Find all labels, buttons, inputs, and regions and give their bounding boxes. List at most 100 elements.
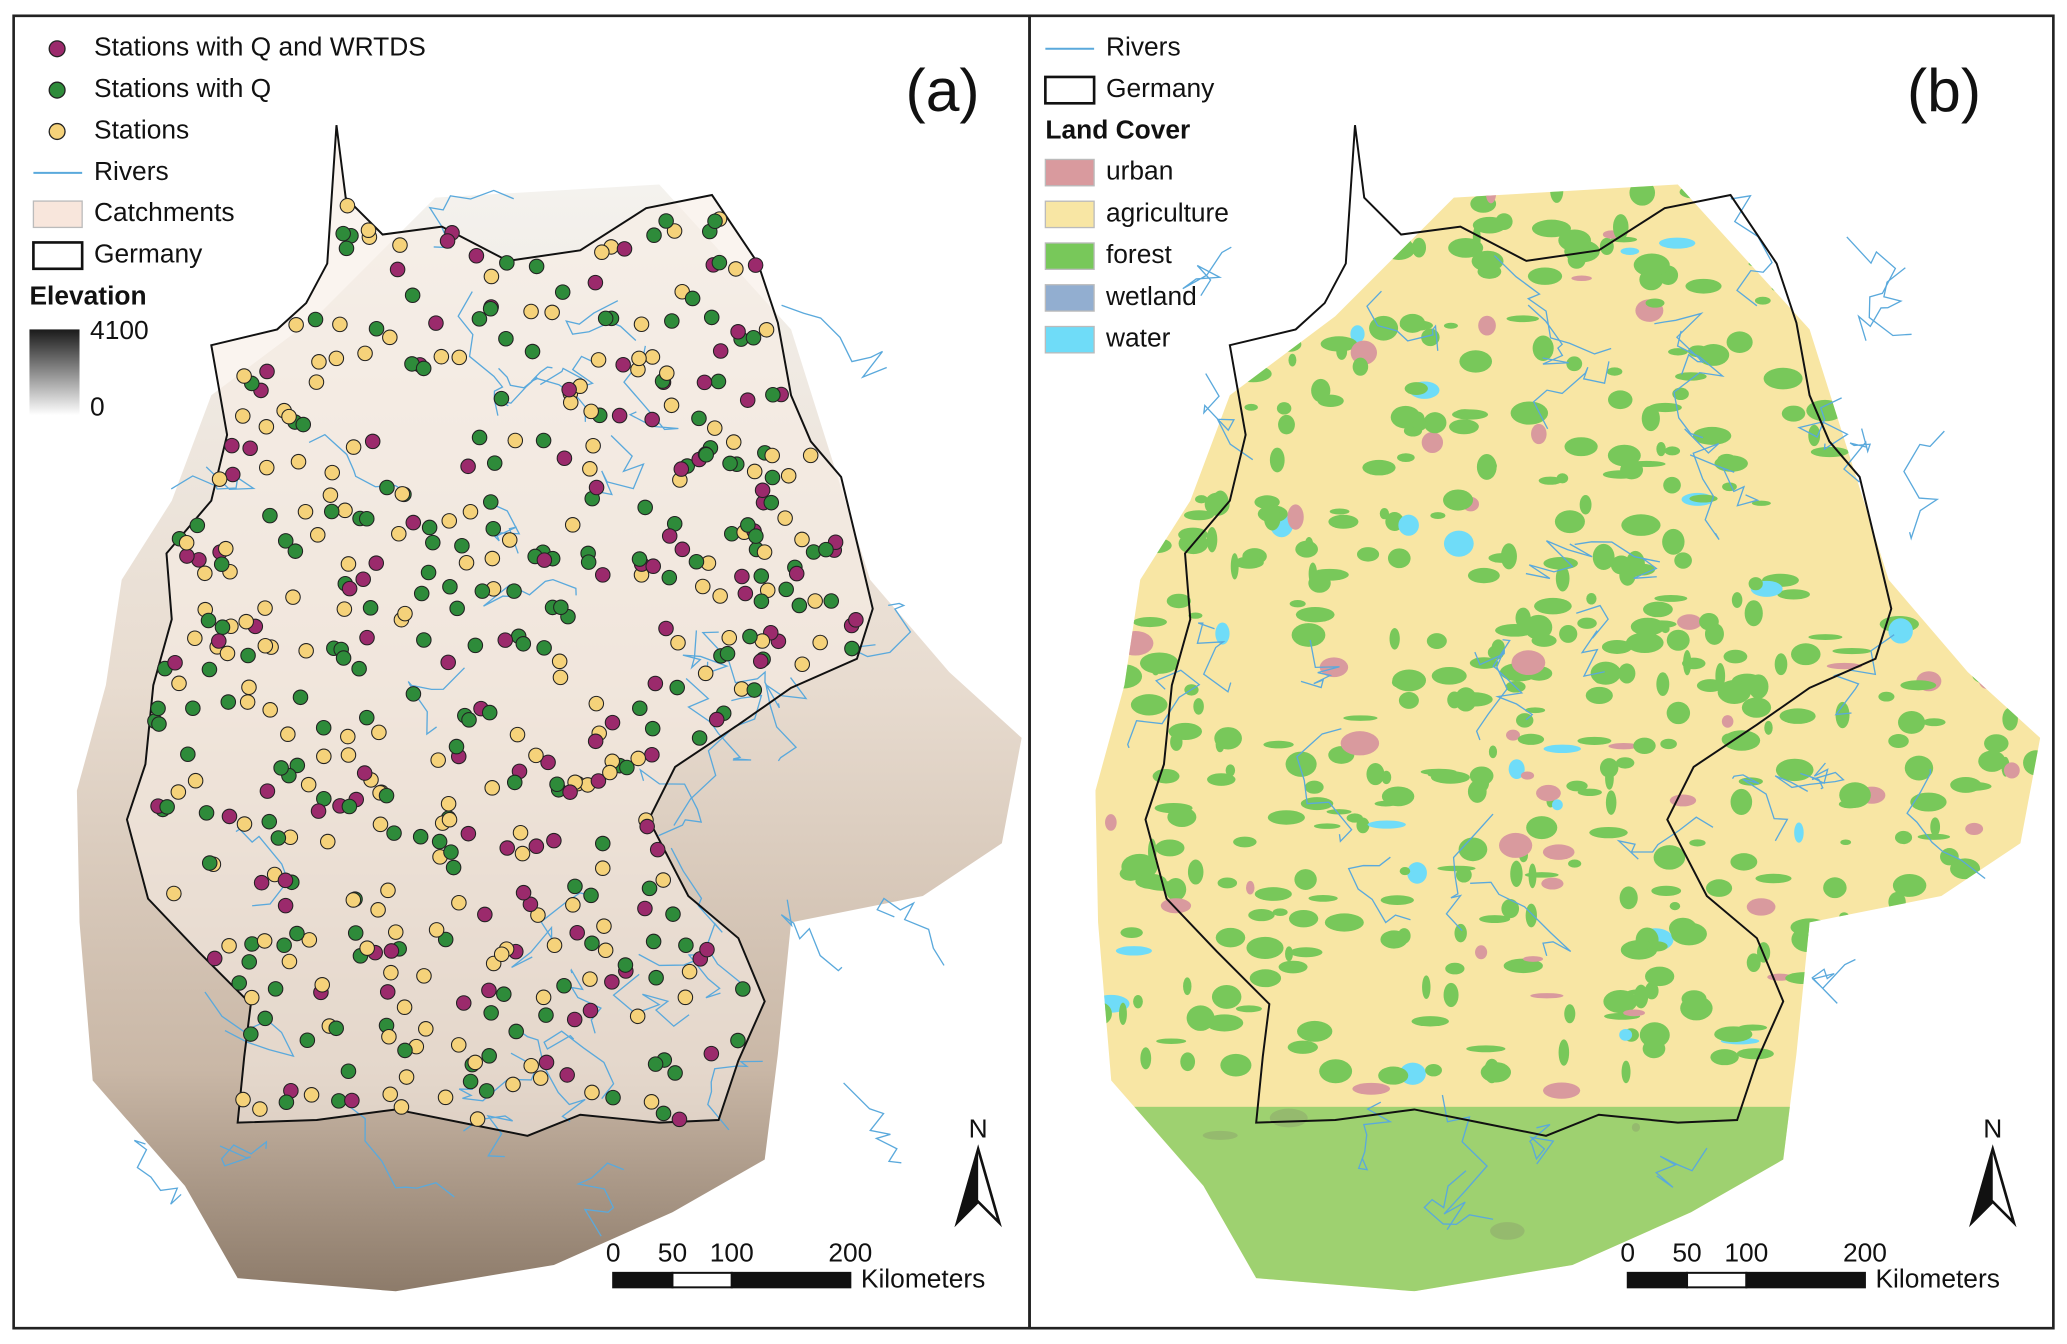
river bbox=[780, 899, 843, 972]
land-patch bbox=[1763, 367, 1803, 390]
station bbox=[347, 925, 364, 941]
station bbox=[514, 845, 531, 862]
land-patch bbox=[1130, 694, 1168, 716]
land-patch bbox=[2027, 642, 2038, 666]
station bbox=[416, 968, 432, 984]
land-patch bbox=[1317, 394, 1344, 408]
land-patch bbox=[1794, 822, 1804, 843]
station bbox=[460, 458, 476, 475]
land-patch bbox=[1243, 308, 1281, 321]
land-patch bbox=[1286, 258, 1326, 269]
station bbox=[536, 640, 552, 656]
land-patch bbox=[1289, 600, 1306, 608]
station bbox=[559, 1067, 575, 1083]
land-patch bbox=[1381, 786, 1415, 807]
land-patch bbox=[1510, 860, 1523, 888]
land-patch bbox=[1577, 788, 1602, 796]
legend-label: agriculture bbox=[1106, 197, 1229, 227]
station bbox=[467, 1054, 483, 1071]
station bbox=[340, 1063, 357, 1080]
land-patch bbox=[1666, 701, 1691, 725]
land-patch bbox=[1908, 260, 1918, 282]
river bbox=[1857, 267, 1906, 341]
station bbox=[722, 455, 738, 472]
land-patch bbox=[1592, 543, 1615, 571]
land-patch bbox=[1892, 873, 1927, 897]
land-patch bbox=[1362, 217, 1379, 241]
station bbox=[437, 1089, 454, 1106]
land-patch bbox=[1220, 1053, 1252, 1077]
land-patch bbox=[1839, 912, 1850, 922]
station bbox=[262, 507, 278, 524]
station bbox=[214, 619, 231, 635]
station bbox=[259, 363, 275, 380]
legend-label: Catchments bbox=[94, 197, 235, 227]
station bbox=[664, 313, 680, 329]
land-patch bbox=[1154, 802, 1193, 814]
station bbox=[764, 469, 781, 486]
station bbox=[428, 315, 444, 331]
land-patch bbox=[2004, 502, 2025, 521]
station bbox=[187, 630, 203, 647]
land-patch bbox=[1746, 953, 1761, 973]
station bbox=[794, 531, 810, 548]
land-patch bbox=[1904, 755, 1934, 781]
land-patch bbox=[1881, 228, 1903, 246]
land-patch bbox=[1932, 553, 1952, 578]
legend-swatch bbox=[32, 241, 84, 271]
land-patch bbox=[1443, 489, 1474, 511]
land-patch bbox=[1367, 820, 1406, 829]
station bbox=[166, 885, 182, 902]
station bbox=[167, 655, 183, 671]
station bbox=[307, 311, 324, 328]
station bbox=[213, 556, 230, 572]
river bbox=[1730, 194, 1773, 307]
station bbox=[243, 1026, 259, 1042]
river bbox=[1903, 430, 1945, 541]
river bbox=[1357, 1101, 1393, 1171]
station bbox=[242, 440, 258, 457]
land-patch bbox=[1664, 446, 1681, 456]
land-patch bbox=[1407, 862, 1427, 884]
river bbox=[1731, 774, 1789, 842]
station bbox=[746, 682, 763, 698]
land-patch bbox=[1133, 994, 1143, 1009]
land-patch bbox=[1677, 614, 1702, 630]
land-patch bbox=[1841, 964, 1880, 971]
land-patch bbox=[1288, 909, 1319, 928]
land-patch bbox=[1399, 320, 1434, 331]
land-patch bbox=[1685, 278, 1722, 294]
land-patch bbox=[1234, 365, 1272, 383]
station bbox=[315, 719, 332, 736]
station bbox=[522, 896, 539, 913]
station bbox=[748, 528, 764, 544]
land-patch bbox=[1726, 331, 1753, 353]
land-patch bbox=[1714, 1026, 1753, 1043]
station bbox=[370, 902, 386, 918]
land-patch bbox=[1929, 419, 1943, 432]
river bbox=[1811, 958, 1856, 1004]
station bbox=[310, 803, 327, 819]
land-patch bbox=[1104, 664, 1143, 689]
land-patch bbox=[1183, 510, 1215, 521]
station bbox=[219, 645, 236, 662]
land-patch bbox=[1168, 722, 1203, 740]
land-patch bbox=[1455, 409, 1475, 418]
station bbox=[483, 1005, 499, 1021]
river bbox=[1527, 304, 1569, 365]
land-patch bbox=[1990, 358, 2007, 373]
station bbox=[666, 223, 683, 239]
land-patch bbox=[1945, 579, 1975, 587]
land-patch bbox=[1978, 750, 2006, 772]
land-patch bbox=[1531, 219, 1571, 238]
land-patch bbox=[1412, 193, 1442, 212]
station bbox=[391, 526, 407, 542]
land-patch bbox=[1156, 1038, 1187, 1044]
land-patch bbox=[1530, 993, 1564, 999]
station bbox=[506, 774, 523, 791]
station bbox=[496, 986, 512, 1002]
land-patch bbox=[1228, 316, 1250, 336]
station bbox=[224, 437, 240, 454]
station bbox=[484, 550, 501, 567]
